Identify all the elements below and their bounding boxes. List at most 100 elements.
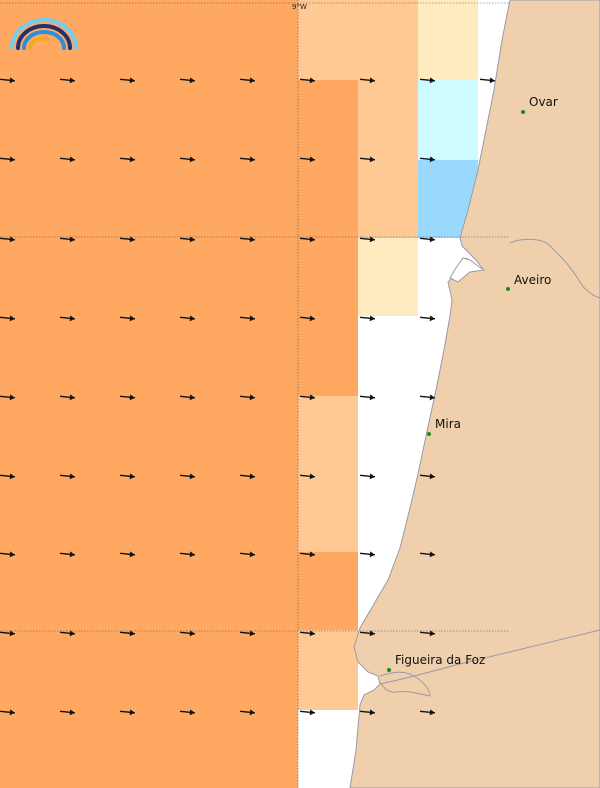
vector-arrow (239, 709, 256, 716)
data-cell (358, 238, 418, 316)
vector-arrow (119, 709, 136, 716)
vector-arrow (0, 394, 16, 401)
vector-arrow (119, 315, 136, 322)
vector-arrow (0, 473, 16, 480)
city-label: Mira (435, 417, 461, 431)
rainbow-logo (10, 18, 78, 50)
vector-arrow (0, 551, 16, 558)
vector-arrow (59, 156, 76, 163)
vector-arrow (239, 551, 256, 558)
vector-arrow (359, 709, 376, 716)
vector-arrow (179, 473, 196, 480)
vector-arrow (359, 551, 376, 558)
city-dot (506, 287, 510, 291)
vector-arrow (239, 630, 256, 637)
vector-arrow (0, 236, 16, 243)
vector-arrow (419, 551, 436, 558)
vector-arrow (359, 473, 376, 480)
vector-arrow (119, 630, 136, 637)
vector-arrow (179, 551, 196, 558)
vector-arrow (179, 77, 196, 84)
vector-arrow (119, 473, 136, 480)
data-cell (298, 80, 358, 396)
vector-arrow (419, 236, 436, 243)
city-dot (521, 110, 525, 114)
city-dot (387, 668, 391, 672)
vector-arrow (299, 156, 316, 163)
vector-arrow (299, 315, 316, 322)
vector-arrow (419, 77, 436, 84)
lagoon-water (449, 257, 486, 283)
data-cell (298, 552, 358, 630)
vector-arrow (179, 394, 196, 401)
city-label: Ovar (529, 95, 558, 109)
vector-arrow (299, 77, 316, 84)
vector-arrow (119, 551, 136, 558)
vector-arrow (299, 473, 316, 480)
vector-arrow (119, 77, 136, 84)
data-cell (298, 396, 358, 552)
city-label: Figueira da Foz (395, 653, 485, 667)
vector-arrow (359, 394, 376, 401)
vector-arrow (179, 236, 196, 243)
vector-arrow (239, 156, 256, 163)
vector-arrow (419, 630, 436, 637)
vector-arrow (59, 630, 76, 637)
logo-arc-sky (22, 30, 66, 50)
vector-arrow (59, 315, 76, 322)
vector-arrow (239, 394, 256, 401)
vector-arrow (359, 77, 376, 84)
vector-arrow (119, 236, 136, 243)
vector-arrow (0, 709, 16, 716)
logo-arc-blue (16, 24, 72, 50)
vector-arrow (359, 315, 376, 322)
vector-arrow (239, 315, 256, 322)
vector-arrow (0, 156, 16, 163)
city-dot (427, 432, 431, 436)
data-cell (418, 80, 478, 160)
data-cell (0, 0, 298, 788)
data-cell (298, 630, 358, 710)
vector-arrow (179, 709, 196, 716)
vector-arrow (179, 156, 196, 163)
vector-arrow (419, 394, 436, 401)
vector-arrow (239, 77, 256, 84)
vector-arrow (119, 394, 136, 401)
meridian-label: 9°W (292, 3, 307, 11)
logo-arc-orange (28, 36, 50, 50)
city-label: Aveiro (514, 273, 551, 287)
vector-arrow (419, 315, 436, 322)
vector-arrow (59, 709, 76, 716)
vector-arrow (179, 630, 196, 637)
vector-arrow (179, 315, 196, 322)
vector-arrows-layer (0, 77, 496, 716)
vector-arrow (359, 156, 376, 163)
vector-arrow (479, 77, 496, 84)
vector-arrow (59, 551, 76, 558)
vector-arrow (419, 473, 436, 480)
vector-arrow (299, 709, 316, 716)
vector-arrow (359, 630, 376, 637)
vector-arrow (0, 315, 16, 322)
vector-arrow (59, 77, 76, 84)
graticule (0, 0, 510, 788)
vector-arrow (299, 551, 316, 558)
vector-arrow (299, 236, 316, 243)
vector-arrow (0, 630, 16, 637)
vector-arrow (299, 394, 316, 401)
vector-arrow (0, 77, 16, 84)
vector-arrow (239, 473, 256, 480)
river-mondego (379, 629, 600, 697)
vector-arrow (419, 709, 436, 716)
data-cell (418, 0, 478, 80)
logo-arc-navy (10, 18, 78, 50)
vector-arrow (299, 630, 316, 637)
vector-arrow (59, 473, 76, 480)
data-cell (298, 0, 418, 80)
city-markers-layer: Ovar Aveiro Mira Figueira da Foz (387, 95, 558, 672)
vector-arrow (419, 156, 436, 163)
river-vouga (509, 238, 600, 299)
vector-arrow (59, 394, 76, 401)
vector-arrow (59, 236, 76, 243)
